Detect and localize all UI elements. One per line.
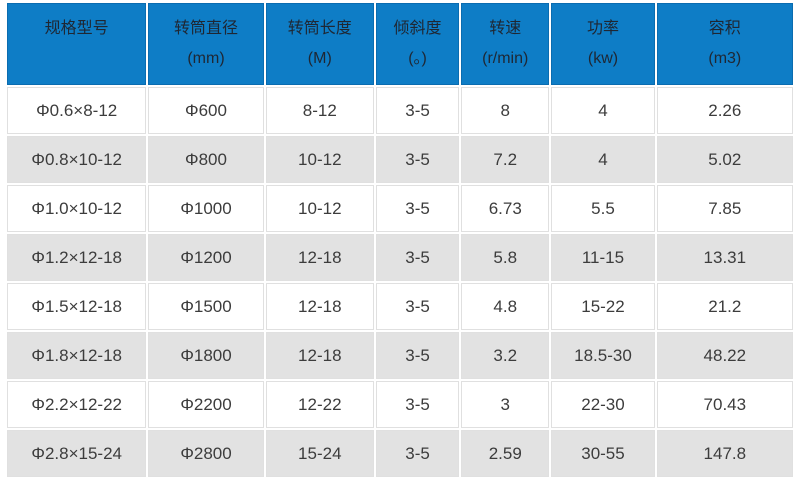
header-label: 倾斜度 (393, 20, 442, 37)
table-cell: 2.26 (656, 87, 793, 134)
table-cell: Φ1.0×10-12 (7, 185, 147, 232)
table-cell: Φ1200 (148, 234, 264, 281)
table-cell: 30-55 (551, 430, 655, 477)
table-cell: 4 (551, 136, 655, 183)
table-cell: 11-15 (551, 234, 655, 281)
table-cell: 21.2 (656, 283, 793, 330)
table-row-4: Φ1.5×12-18 Φ1500 12-18 3-5 4.8 15-22 21.2 (7, 283, 793, 330)
table-cell: 8-12 (265, 87, 374, 134)
table-cell: 7.2 (461, 136, 550, 183)
table-row-6: Φ2.2×12-22 Φ2200 12-22 3-5 3 22-30 70.43 (7, 381, 793, 428)
header-label: 转筒直径 (174, 20, 239, 37)
table-cell: 18.5-30 (551, 332, 655, 379)
table-cell: 4.8 (461, 283, 550, 330)
table-cell: 12-18 (265, 283, 374, 330)
table-cell: 3-5 (375, 381, 460, 428)
table-cell: 7.85 (656, 185, 793, 232)
table-cell: Φ1.2×12-18 (7, 234, 147, 281)
header-unit (8, 44, 145, 74)
table-cell: 3-5 (375, 332, 460, 379)
header-cell-col4: 转速 (r/min) (461, 3, 550, 85)
table-cell: 3-5 (375, 430, 460, 477)
header-unit: (r/min) (482, 50, 529, 67)
table-cell: 12-18 (265, 332, 374, 379)
table-cell: 10-12 (265, 185, 374, 232)
table-cell: 10-12 (265, 136, 374, 183)
table-cell: Φ1.8×12-18 (7, 332, 147, 379)
header-cell-col3: 倾斜度 (。) (375, 3, 460, 85)
table-row-0: Φ0.6×8-12 Φ600 8-12 3-5 8 4 2.26 (7, 87, 793, 134)
table-cell: 12-22 (265, 381, 374, 428)
table-cell: Φ2.2×12-22 (7, 381, 147, 428)
table-cell: 2.59 (461, 430, 550, 477)
table-cell: 3-5 (375, 234, 460, 281)
table-cell: 3 (461, 381, 550, 428)
table-cell: Φ2200 (148, 381, 264, 428)
table-cell: 70.43 (656, 381, 793, 428)
header-cell-col1: 转筒直径 (mm) (148, 3, 264, 85)
table-cell: 3-5 (375, 283, 460, 330)
table-cell: 22-30 (551, 381, 655, 428)
header-unit: (kw) (587, 50, 619, 67)
table-cell: 3-5 (375, 136, 460, 183)
header-unit: (m3) (708, 50, 742, 67)
table-cell: Φ2800 (148, 430, 264, 477)
table-cell: 13.31 (656, 234, 793, 281)
table-cell: 3.2 (461, 332, 550, 379)
table-cell: 12-18 (265, 234, 374, 281)
header-cell-col0: 规格型号 (7, 3, 147, 85)
table-row-1: Φ0.8×10-12 Φ800 10-12 3-5 7.2 4 5.02 (7, 136, 793, 183)
table-row-7: Φ2.8×15-24 Φ2800 15-24 3-5 2.59 30-55 147.8 (7, 430, 793, 477)
table-row-5: Φ1.8×12-18 Φ1800 12-18 3-5 3.2 18.5-30 48.22 (7, 332, 793, 379)
spec-table: 规格型号 转筒直径 (mm) 转筒长度 (M) 倾斜度 (。) 转速 (r/min) 功率 (kw)… (5, 1, 795, 479)
table-cell: 5.5 (551, 185, 655, 232)
table-cell: Φ2.8×15-24 (7, 430, 147, 477)
table-cell: Φ800 (148, 136, 264, 183)
table-cell: Φ1500 (148, 283, 264, 330)
header-cell-col6: 容积 (m3) (656, 3, 793, 85)
table-body: Φ0.6×8-12 Φ600 8-12 3-5 8 4 2.26 Φ0.8×10-12 Φ800… (7, 87, 793, 477)
header-label: 转筒长度 (287, 20, 352, 37)
table-cell: Φ1.5×12-18 (7, 283, 147, 330)
table-cell: 5.02 (656, 136, 793, 183)
header-label: 容积 (708, 20, 741, 37)
table-cell: Φ600 (148, 87, 264, 134)
header-unit: (M) (307, 50, 332, 67)
table-cell: Φ0.6×8-12 (7, 87, 147, 134)
table-cell: Φ1000 (148, 185, 264, 232)
table-row-3: Φ1.2×12-18 Φ1200 12-18 3-5 5.8 11-15 13.31 (7, 234, 793, 281)
header-label: 转速 (489, 20, 522, 37)
header-cell-col5: 功率 (kw) (551, 3, 655, 85)
table-cell: 6.73 (461, 185, 550, 232)
header-cell-col2: 转筒长度 (M) (265, 3, 374, 85)
table-cell: 3-5 (375, 185, 460, 232)
header-label: 功率 (586, 20, 619, 37)
table-header-row: 规格型号 转筒直径 (mm) 转筒长度 (M) 倾斜度 (。) 转速 (r/min) 功率 (kw)… (7, 3, 793, 85)
table-cell: 15-22 (551, 283, 655, 330)
table-cell: Φ1800 (148, 332, 264, 379)
table-cell: 48.22 (656, 332, 793, 379)
header-unit: (。) (408, 50, 427, 67)
table-row-2: Φ1.0×10-12 Φ1000 10-12 3-5 6.73 5.5 7.85 (7, 185, 793, 232)
table-cell: 3-5 (375, 87, 460, 134)
table-cell: 4 (551, 87, 655, 134)
table-cell: 147.8 (656, 430, 793, 477)
table-cell: 8 (461, 87, 550, 134)
table-cell: Φ0.8×10-12 (7, 136, 147, 183)
header-unit: (mm) (187, 50, 225, 67)
header-label: 规格型号 (44, 20, 109, 37)
table-cell: 5.8 (461, 234, 550, 281)
table-cell: 15-24 (265, 430, 374, 477)
